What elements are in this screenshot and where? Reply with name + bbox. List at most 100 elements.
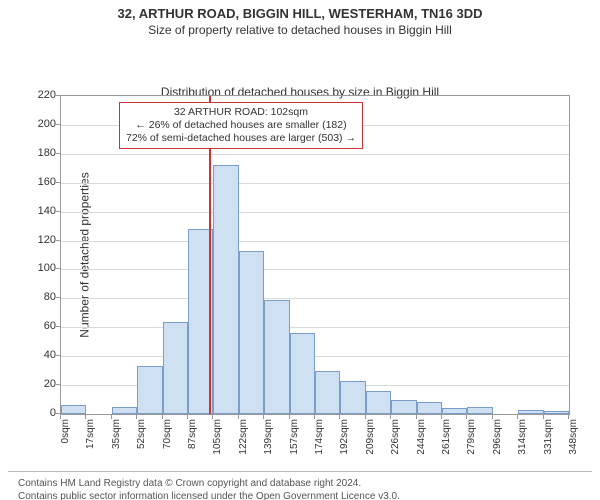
x-tick-label: 314sqm [517,419,528,469]
annotation-line2: ← 26% of detached houses are smaller (18… [126,119,356,132]
histogram-bar [264,300,289,414]
histogram-bar [213,165,238,414]
x-tick-label: 17sqm [85,419,96,469]
x-tick-mark [111,415,112,419]
y-tick-mark [56,240,60,241]
x-tick-mark [136,415,137,419]
histogram-bar [366,391,391,414]
chart-titles: 32, ARTHUR ROAD, BIGGIN HILL, WESTERHAM,… [0,6,600,37]
histogram-bar [391,400,416,414]
x-tick-mark [365,415,366,419]
x-tick-label: 105sqm [212,419,223,469]
x-tick-mark [416,415,417,419]
x-tick-mark [85,415,86,419]
y-tick-label: 0 [16,407,56,419]
histogram-bar [163,322,188,415]
chart-area: Number of detached properties 32 ARTHUR … [0,85,600,465]
x-tick-mark [162,415,163,419]
histogram-bar [188,229,213,414]
annotation-line3: 72% of semi-detached houses are larger (… [126,132,356,145]
histogram-bar [61,405,86,414]
x-tick-label: 348sqm [568,419,579,469]
x-tick-mark [289,415,290,419]
x-tick-label: 279sqm [466,419,477,469]
x-tick-label: 87sqm [187,419,198,469]
title-sub: Size of property relative to detached ho… [0,23,600,37]
histogram-bar [442,408,467,414]
x-tick-label: 70sqm [162,419,173,469]
x-tick-label: 52sqm [136,419,147,469]
gridline-h [61,356,569,357]
histogram-bar [112,407,137,414]
y-tick-label: 180 [16,147,56,159]
gridline-h [61,183,569,184]
x-tick-mark [568,415,569,419]
x-tick-mark [314,415,315,419]
y-tick-mark [56,124,60,125]
footer-line1: Contains HM Land Registry data © Crown c… [18,478,582,491]
y-tick-mark [56,95,60,96]
y-tick-label: 220 [16,89,56,101]
x-tick-mark [492,415,493,419]
gridline-h [61,327,569,328]
x-tick-label: 192sqm [339,419,350,469]
x-tick-label: 139sqm [263,419,274,469]
y-tick-mark [56,182,60,183]
histogram-bar [239,251,264,414]
y-tick-mark [56,211,60,212]
y-tick-label: 140 [16,205,56,217]
y-tick-mark [56,355,60,356]
x-tick-label: 35sqm [111,419,122,469]
histogram-bar [544,411,569,414]
gridline-h [61,241,569,242]
gridline-h [61,269,569,270]
y-tick-label: 160 [16,176,56,188]
x-tick-label: 122sqm [238,419,249,469]
x-tick-mark [187,415,188,419]
y-tick-mark [56,413,60,414]
x-tick-label: 244sqm [416,419,427,469]
x-tick-mark [543,415,544,419]
y-tick-mark [56,153,60,154]
x-tick-mark [212,415,213,419]
x-tick-label: 331sqm [543,419,554,469]
x-tick-mark [441,415,442,419]
y-tick-mark [56,384,60,385]
x-tick-mark [517,415,518,419]
y-tick-label: 40 [16,349,56,361]
x-tick-mark [390,415,391,419]
y-tick-label: 200 [16,118,56,130]
histogram-bar [518,410,543,414]
x-tick-label: 296sqm [492,419,503,469]
y-tick-label: 60 [16,320,56,332]
x-tick-mark [60,415,61,419]
y-tick-mark [56,268,60,269]
annotation-line1: 32 ARTHUR ROAD: 102sqm [126,106,356,119]
histogram-bar [290,333,315,414]
x-tick-mark [466,415,467,419]
gridline-h [61,212,569,213]
y-tick-label: 120 [16,234,56,246]
y-tick-label: 80 [16,291,56,303]
y-tick-label: 100 [16,262,56,274]
histogram-bar [137,366,162,414]
title-main: 32, ARTHUR ROAD, BIGGIN HILL, WESTERHAM,… [0,6,600,21]
x-tick-label: 209sqm [365,419,376,469]
histogram-bar [467,407,492,414]
x-tick-label: 0sqm [60,419,71,469]
gridline-h [61,154,569,155]
x-tick-mark [238,415,239,419]
x-tick-mark [339,415,340,419]
plot-area: 32 ARTHUR ROAD: 102sqm ← 26% of detached… [60,95,570,415]
x-tick-label: 157sqm [289,419,300,469]
x-tick-label: 261sqm [441,419,452,469]
y-tick-mark [56,297,60,298]
y-tick-mark [56,326,60,327]
histogram-bar [340,381,365,414]
annotation-box: 32 ARTHUR ROAD: 102sqm ← 26% of detached… [119,102,363,149]
y-tick-label: 20 [16,378,56,390]
x-tick-label: 174sqm [314,419,325,469]
footer-attribution: Contains HM Land Registry data © Crown c… [8,471,592,500]
x-tick-mark [263,415,264,419]
footer-line2: Contains public sector information licen… [18,491,582,500]
